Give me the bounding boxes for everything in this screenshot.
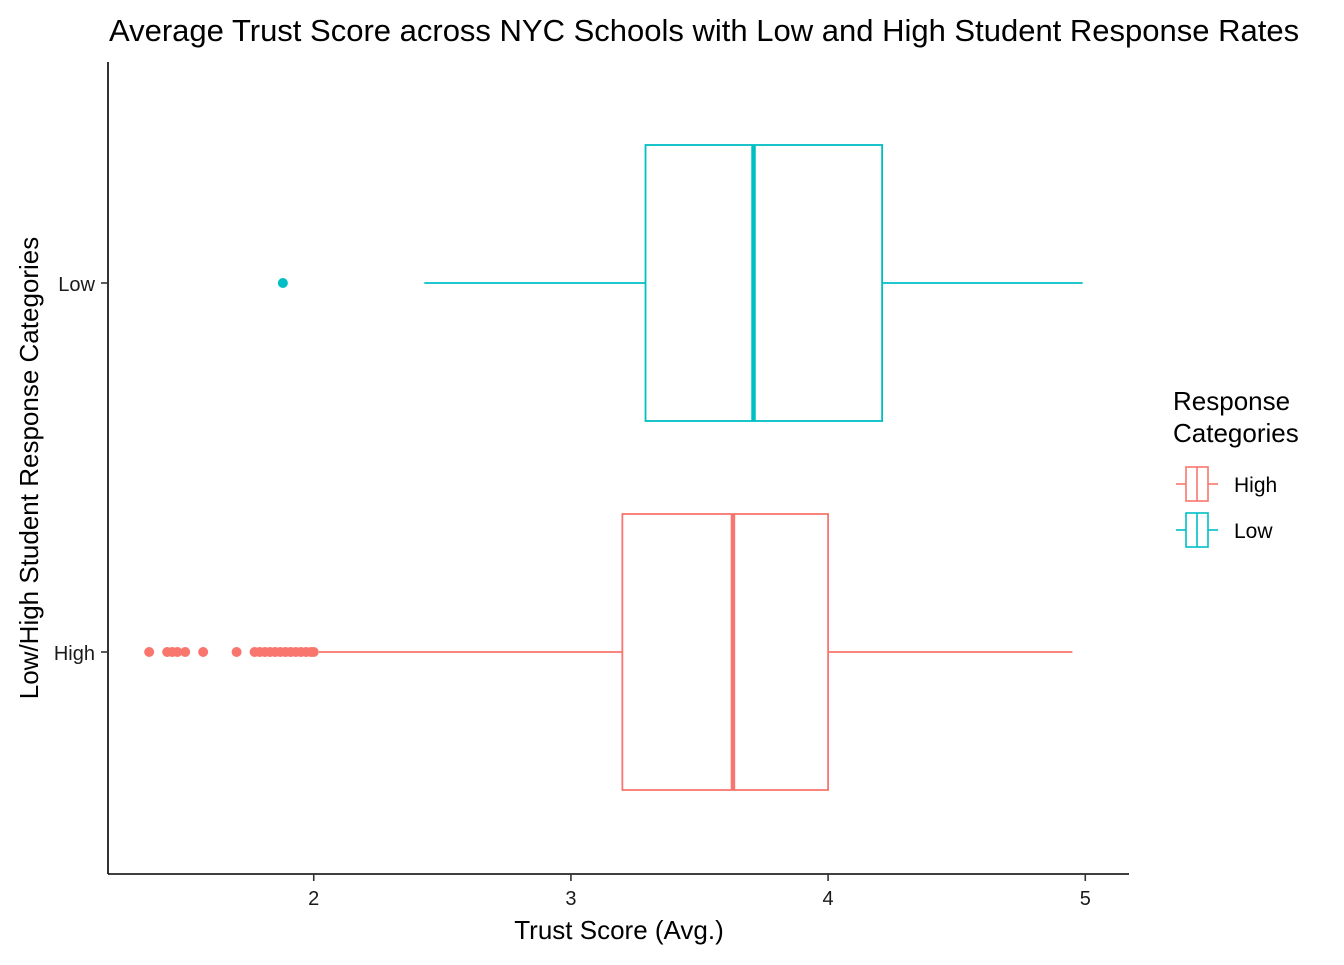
x-tick-label: 5	[1080, 888, 1091, 910]
iqr-box-high	[621, 513, 830, 791]
legend-title-line: Response	[1173, 386, 1290, 416]
x-tick-label: 4	[823, 888, 834, 910]
legend-key-low	[1176, 512, 1218, 548]
outlier-point-low	[277, 278, 288, 288]
x-axis-label: Trust Score (Avg.)	[514, 915, 724, 945]
legend-key-high	[1176, 466, 1218, 502]
legend-label-high: High	[1234, 474, 1277, 497]
iqr-box-low	[644, 144, 884, 422]
outlier-point-high	[172, 647, 183, 657]
x-tick-label: 3	[565, 888, 576, 910]
outlier-point-high	[308, 647, 319, 657]
outlier-point-high	[231, 647, 242, 657]
y-axis-label: Low/High Student Response Categories	[14, 237, 44, 700]
outlier-point-high	[144, 647, 155, 657]
chart-title: Average Trust Score across NYC Schools w…	[109, 13, 1299, 48]
plot-area	[144, 144, 1083, 791]
legend-title-line: Categories	[1173, 418, 1299, 448]
x-tick-label: 2	[308, 888, 319, 910]
outlier-point-high	[180, 647, 191, 657]
outlier-point-high	[198, 647, 209, 657]
legend-label-low: Low	[1234, 520, 1273, 543]
box-high	[144, 513, 1073, 791]
y-tick-label-low: Low	[58, 274, 95, 296]
x-axis-ticks: 2 3 4 5	[308, 874, 1091, 910]
y-axis-ticks: High Low	[54, 274, 108, 665]
box-low	[277, 144, 1083, 422]
y-tick-label-high: High	[54, 643, 95, 665]
